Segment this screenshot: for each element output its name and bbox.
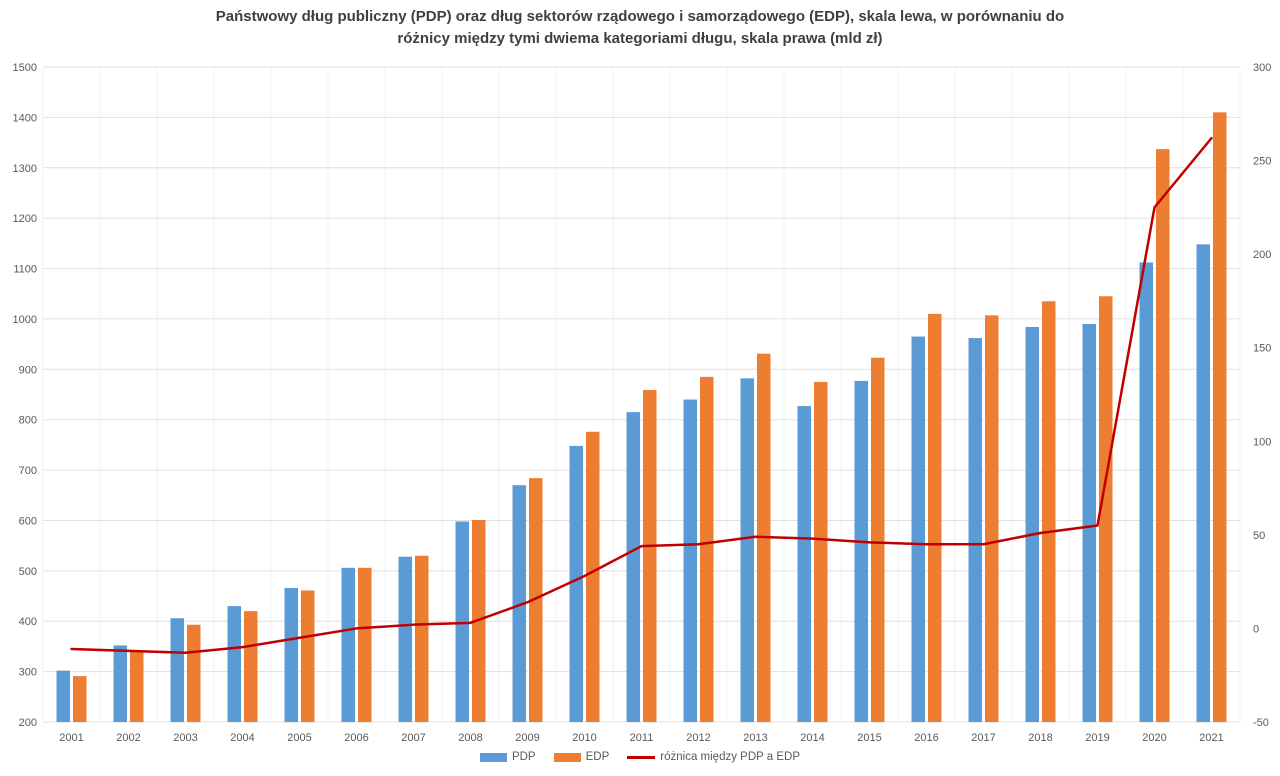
bar-pdp-2011: [626, 412, 640, 722]
bar-edp-2010: [586, 431, 600, 722]
left-axis-tick-label: 700: [19, 465, 37, 477]
bar-pdp-2015: [854, 380, 868, 722]
bar-pdp-2006: [341, 567, 355, 722]
left-axis-tick-label: 400: [19, 616, 37, 628]
x-axis-year-label: 2001: [59, 732, 83, 744]
right-axis-tick-label: 50: [1253, 530, 1265, 542]
bar-pdp-2021: [1196, 244, 1210, 722]
legend-item-pdp: PDP: [479, 751, 536, 763]
x-axis-year-label: 2013: [743, 732, 767, 744]
x-axis-year-label: 2019: [1085, 732, 1109, 744]
x-axis-year-label: 2016: [914, 732, 938, 744]
bar-edp-2012: [700, 376, 714, 722]
right-axis-tick-label: 250: [1253, 156, 1271, 168]
bar-pdp-2003: [170, 618, 184, 722]
left-axis-tick-label: 800: [19, 415, 37, 427]
bar-edp-2019: [1099, 296, 1113, 722]
bar-pdp-2017: [968, 338, 982, 722]
bar-pdp-2010: [569, 445, 583, 722]
right-axis-tick-label: 200: [1253, 249, 1271, 261]
bar-pdp-2019: [1082, 323, 1096, 722]
bar-pdp-2012: [683, 399, 697, 722]
bar-edp-2018: [1042, 301, 1056, 722]
right-axis-tick-label: 150: [1253, 343, 1271, 355]
chart-title-line-2: różnicy między tymi dwiema kategoriami d…: [397, 30, 883, 47]
bar-pdp-2009: [512, 485, 526, 722]
bar-pdp-2005: [284, 587, 298, 722]
x-axis-year-label: 2012: [686, 732, 710, 744]
bar-pdp-2007: [398, 556, 412, 722]
x-axis-year-label: 2006: [344, 732, 368, 744]
x-axis-year-label: 2011: [630, 732, 654, 744]
x-axis-year-label: 2010: [572, 732, 596, 744]
bar-pdp-2001: [56, 670, 70, 722]
left-axis-tick-label: 900: [19, 364, 37, 376]
difference-line: [70, 136, 1213, 655]
bar-edp-2014: [814, 381, 828, 722]
bar-edp-2015: [871, 357, 885, 722]
left-axis-tick-label: 200: [19, 717, 37, 729]
bar-edp-2007: [415, 555, 429, 722]
x-axis-year-label: 2014: [800, 732, 824, 744]
left-axis-tick-label: 500: [19, 566, 37, 578]
chart-title: Państwowy dług publiczny (PDP) oraz dług…: [0, 6, 1280, 50]
x-axis-year-label: 2020: [1142, 732, 1166, 744]
edp-bar-swatch-icon: [553, 752, 581, 762]
bar-edp-2006: [358, 567, 372, 722]
bar-edp-2003: [187, 624, 201, 722]
pdp-bar-swatch-icon: [479, 752, 507, 762]
x-axis-year-label: 2017: [971, 732, 995, 744]
right-axis-tick-label: 300: [1253, 62, 1271, 74]
right-axis-tick-label: 100: [1253, 436, 1271, 448]
legend: PDP EDP różnica między PDP a EDP: [0, 751, 1280, 763]
x-axis-year-label: 2018: [1028, 732, 1052, 744]
left-axis-tick-label: 300: [19, 667, 37, 679]
bar-pdp-2016: [911, 336, 925, 722]
x-axis-year-label: 2015: [857, 732, 881, 744]
bar-edp-2001: [73, 676, 87, 722]
bar-edp-2020: [1156, 149, 1170, 722]
bar-edp-2002: [130, 651, 144, 722]
bar-edp-2021: [1213, 112, 1227, 723]
bar-pdp-2002: [113, 645, 127, 722]
legend-item-edp: EDP: [553, 751, 610, 763]
left-axis-tick-label: 1500: [13, 62, 37, 74]
right-axis-tick-label: 0: [1253, 623, 1259, 635]
bar-pdp-2020: [1139, 262, 1153, 722]
x-axis-year-label: 2004: [230, 732, 254, 744]
left-axis-tick-label: 600: [19, 515, 37, 527]
bar-pdp-2008: [455, 521, 469, 722]
bar-edp-2011: [643, 389, 657, 722]
bar-edp-2005: [301, 590, 315, 722]
bar-pdp-2013: [740, 378, 754, 722]
legend-label-pdp: PDP: [511, 751, 536, 763]
x-axis-year-label: 2002: [116, 732, 140, 744]
bar-edp-2004: [244, 611, 258, 722]
left-axis-tick-label: 1100: [13, 264, 37, 276]
bar-edp-2017: [985, 315, 999, 722]
right-axis-tick-label: -50: [1253, 717, 1269, 729]
left-axis-tick-label: 1300: [13, 163, 37, 175]
x-axis-year-label: 2003: [173, 732, 197, 744]
bar-pdp-2004: [227, 606, 241, 722]
legend-item-roznica: różnica między PDP a EDP: [627, 751, 800, 763]
left-axis-tick-label: 1000: [13, 314, 37, 326]
legend-label-roznica: różnica między PDP a EDP: [660, 751, 801, 763]
x-axis-year-label: 2007: [401, 732, 425, 744]
chart-title-line-1: Państwowy dług publiczny (PDP) oraz dług…: [215, 8, 1065, 25]
difference-line-swatch-icon: [627, 755, 656, 759]
legend-label-edp: EDP: [585, 751, 610, 763]
bar-pdp-2018: [1025, 326, 1039, 722]
bar-pdp-2014: [797, 406, 811, 722]
bar-edp-2009: [529, 478, 543, 722]
left-axis-tick-label: 1400: [13, 112, 37, 124]
x-axis-year-label: 2009: [515, 732, 539, 744]
x-axis-year-label: 2005: [287, 732, 311, 744]
x-axis-year-label: 2021: [1199, 732, 1223, 744]
bar-edp-2016: [928, 313, 942, 722]
x-axis-year-label: 2008: [458, 732, 482, 744]
left-axis-tick-label: 1200: [13, 213, 37, 225]
